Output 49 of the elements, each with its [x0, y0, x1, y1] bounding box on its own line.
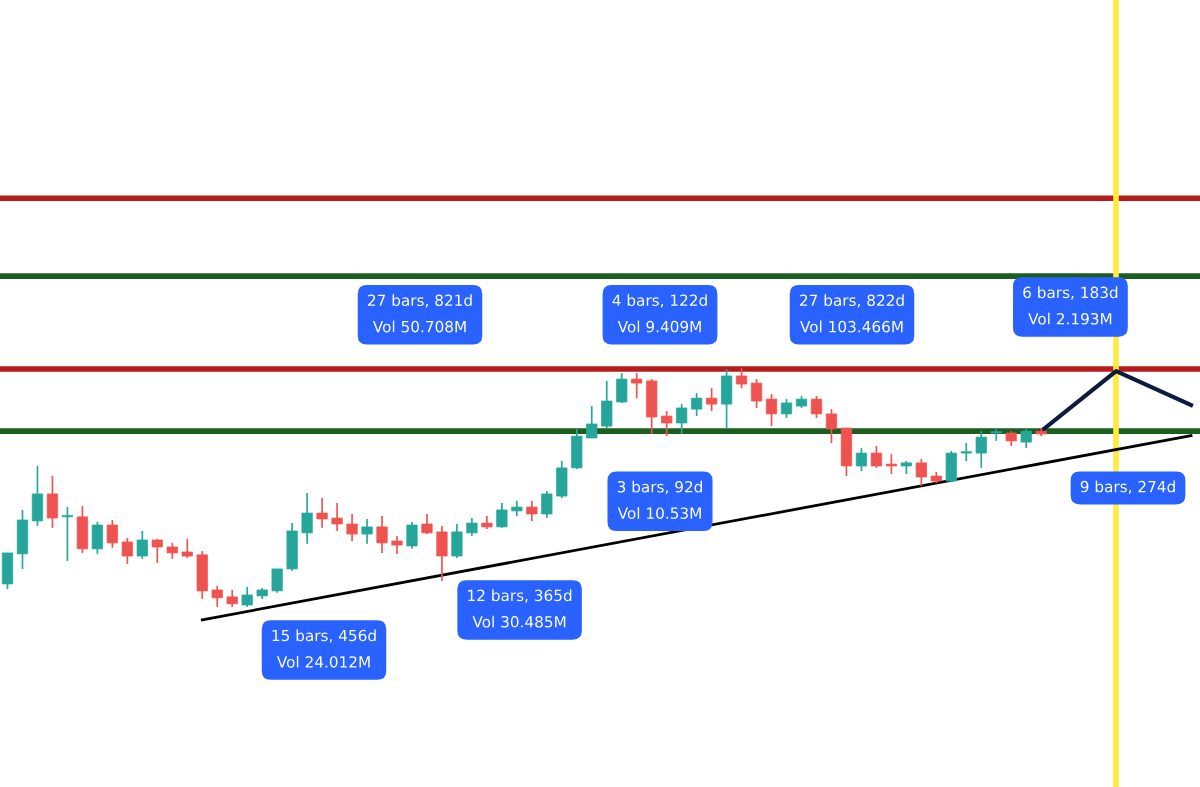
candlestick	[750, 378, 763, 409]
candlestick	[541, 490, 553, 519]
candlestick	[346, 513, 358, 542]
candlestick	[735, 367, 748, 389]
text: 27 bars, 822d Vol 103.466M	[800, 294, 904, 333]
candlestick	[915, 458, 927, 487]
candlestick	[765, 393, 778, 427]
text: 27 bars, 821d Vol 50.708M	[368, 294, 472, 333]
candlestick	[676, 403, 688, 435]
candlestick	[706, 387, 718, 412]
candlestick	[631, 372, 643, 399]
candlestick	[810, 395, 823, 419]
candlestick	[61, 506, 74, 562]
candlestick	[136, 530, 148, 560]
candlestick	[91, 521, 103, 555]
candlestick	[975, 430, 987, 469]
candlestick	[376, 515, 388, 554]
candlestick	[316, 497, 328, 529]
annotation: 3 bars, 92d Vol 10.53M	[617, 480, 702, 519]
candlestick	[181, 538, 193, 559]
candlestick	[616, 372, 628, 404]
candlestick	[241, 586, 253, 608]
candlestick	[121, 537, 133, 565]
candlestick	[960, 442, 972, 462]
candlestick	[271, 568, 283, 594]
candlestick	[406, 521, 418, 550]
annotation: 9 bars, 274d	[1080, 480, 1175, 494]
candlestick	[990, 428, 1002, 442]
candlestick	[870, 445, 882, 469]
candlestick	[855, 447, 868, 472]
text: 6 bars, 183d Vol 2.193M	[1023, 286, 1118, 325]
candlestick	[586, 405, 598, 439]
text: 4 bars, 122d Vol 9.409M	[612, 294, 707, 333]
candlestick	[661, 410, 673, 437]
candlestick	[885, 453, 897, 475]
candlestick	[301, 492, 313, 545]
candlestick	[106, 519, 118, 549]
candlestick	[526, 500, 538, 522]
candlestick	[331, 502, 343, 532]
annotation: 12 bars, 365d Vol 30.485M	[468, 589, 572, 628]
candlestick	[825, 408, 838, 444]
candlestick	[496, 502, 508, 529]
candlestick	[211, 585, 223, 608]
candlestick	[691, 392, 703, 417]
candlestick	[1020, 428, 1032, 449]
text: 15 bars, 456d Vol 24.012M	[272, 629, 376, 668]
candlestick	[780, 398, 793, 419]
candlestick	[151, 538, 163, 564]
candlestick	[361, 518, 373, 545]
